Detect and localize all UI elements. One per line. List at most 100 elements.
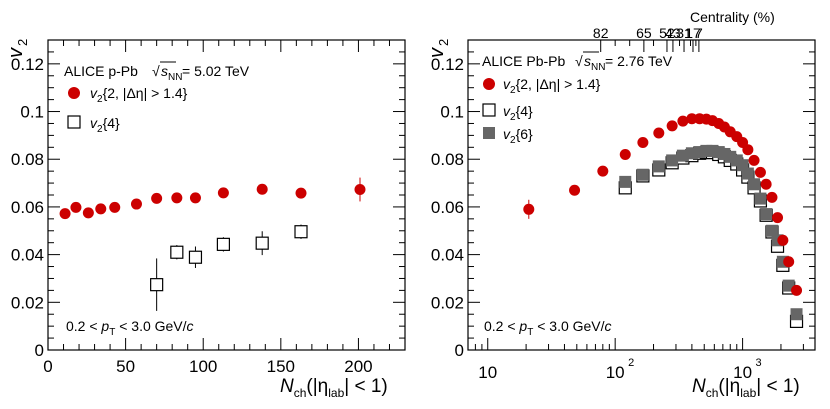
left-series	[59, 177, 366, 311]
right-point-series-2	[760, 208, 773, 221]
left-y-tick-label: 0.06	[11, 198, 44, 217]
right-legend-marker-v2-2	[483, 78, 495, 90]
left-point-series-0	[354, 184, 366, 196]
right-point-series-2	[636, 168, 649, 181]
right-top-tick-label: 65	[636, 25, 652, 41]
left-legend-marker-v2-2	[68, 87, 80, 99]
right-x-tick-exponent: 2	[628, 357, 634, 369]
right-legend-marker-v2-4	[482, 103, 496, 117]
left-y-tick-label: 0	[35, 341, 44, 360]
right-point-series-0	[783, 256, 795, 268]
right-tick-labels: 10 10 2 10 382 65 52433117700.020.040.060.080.…	[431, 25, 762, 382]
right-y-tick-label: 0	[455, 341, 464, 360]
left-x-axis-title: Nch(|ηlab| < 1)	[280, 376, 388, 400]
right-point-series-2	[748, 178, 761, 191]
right-point-series-2	[754, 192, 767, 205]
right-system-label: ALICE Pb-Pb	[482, 53, 565, 69]
right-snn-symbol: s	[584, 53, 591, 69]
left-x-tick-label: 100	[189, 357, 217, 376]
left-point-series-0	[151, 192, 163, 204]
left-point-series-1	[255, 236, 269, 250]
right-series	[523, 113, 804, 328]
left-snn-symbol: s	[161, 63, 168, 79]
right-energy-label: = 2.76 TeV	[605, 53, 673, 69]
left-point-series-1	[170, 245, 184, 259]
right-point-series-0	[677, 115, 689, 127]
left-axes	[47, 39, 405, 351]
right-y-tick-label: 0.08	[431, 150, 464, 169]
right-legend-marker-v2-6	[483, 127, 495, 139]
left-y-tick-label: 0.1	[20, 103, 44, 122]
left-point-series-0	[59, 208, 71, 220]
left-y-axis-title: v	[5, 47, 27, 58]
right-point-series-0	[597, 165, 609, 177]
right-panel: 10 10 2 10 382 65 52433117700.020.040.060.080.…	[426, 9, 816, 400]
left-point-series-0	[217, 187, 229, 199]
left-x-tick-label: 150	[267, 357, 295, 376]
right-point-series-2	[790, 308, 803, 321]
left-energy-label: = 5.02 TeV	[182, 63, 250, 79]
left-x-tick-label: 200	[344, 357, 372, 376]
right-x-tick-label: 10	[606, 363, 625, 382]
right-legend-label-v2-4: v2{4}	[503, 103, 533, 123]
right-point-series-0	[686, 113, 698, 125]
left-point-series-0	[256, 183, 268, 195]
left-point-series-1	[150, 278, 164, 292]
right-x-tick-exponent: 3	[756, 357, 762, 369]
right-point-series-0	[772, 212, 784, 224]
left-point-series-1	[216, 237, 230, 251]
right-y-tick-label: 0.06	[431, 198, 464, 217]
left-point-series-0	[130, 198, 142, 210]
right-point-series-0	[754, 166, 766, 178]
left-tick-labels: 0 50 100 150 200 0 0.02 0.04 0.06 0.08 0.1 0.12	[11, 55, 373, 376]
left-snn-sub: NN	[168, 72, 182, 83]
right-point-series-0	[637, 137, 649, 149]
right-point-series-0	[760, 178, 772, 190]
right-y-axis-title: v	[426, 47, 448, 58]
left-point-series-1	[188, 250, 203, 264]
left-system-label: ALICE p-Pb	[64, 63, 138, 79]
left-point-series-0	[82, 207, 94, 219]
right-y-tick-label: 0.02	[431, 293, 464, 312]
right-y-tick-label: 0.1	[440, 103, 464, 122]
right-top-axis-title: Centrality (%)	[690, 9, 775, 25]
right-x-tick-label: 10	[478, 363, 497, 382]
left-x-tick-label: 0	[43, 357, 52, 376]
left-point-series-1	[294, 225, 308, 239]
right-point-series-0	[791, 284, 803, 296]
left-point-series-0	[189, 192, 201, 204]
right-top-tick-label: 17	[685, 25, 701, 41]
right-top-tick-label: 31	[676, 25, 692, 41]
right-point-series-2	[666, 154, 679, 167]
left-legend-marker-v2-4	[67, 115, 81, 129]
right-top-tick-label: 7	[695, 25, 703, 41]
right-snn-sub: NN	[591, 62, 605, 73]
right-legend-label-v2-2: v2{2, |Δη| > 1.4}	[503, 76, 601, 96]
right-top-tick-label: 52	[659, 25, 675, 41]
right-point-series-2	[619, 175, 632, 188]
left-x-tick-label: 50	[116, 357, 135, 376]
right-point-series-2	[652, 160, 665, 173]
right-y-axis-title-sub: 2	[436, 39, 451, 46]
left-point-series-0	[171, 192, 183, 204]
left-point-series-0	[70, 201, 82, 213]
left-y-axis-title-sub: 2	[15, 39, 30, 46]
right-point-series-0	[742, 144, 754, 156]
right-point-series-0	[748, 154, 760, 166]
right-sqrt-symbol: √	[575, 53, 583, 69]
right-top-tick-label: 82	[593, 25, 609, 41]
left-y-tick-label: 0.02	[11, 293, 44, 312]
left-y-tick-label: 0.12	[11, 55, 44, 74]
right-point-series-0	[653, 127, 665, 139]
right-point-series-2	[765, 224, 778, 237]
left-y-tick-label: 0.04	[11, 246, 44, 265]
right-point-series-0	[523, 203, 535, 215]
left-point-series-0	[95, 203, 107, 215]
left-panel: 0 50 100 150 200 0 0.02 0.04 0.06 0.08 0.1 0.12 v 2…	[5, 39, 406, 400]
left-point-series-0	[109, 201, 121, 213]
left-point-series-0	[295, 187, 307, 199]
right-top-tick-label: 43	[665, 25, 681, 41]
left-legend-label-v2-4: v2{4}	[90, 115, 120, 135]
left-y-tick-label: 0.08	[11, 150, 44, 169]
